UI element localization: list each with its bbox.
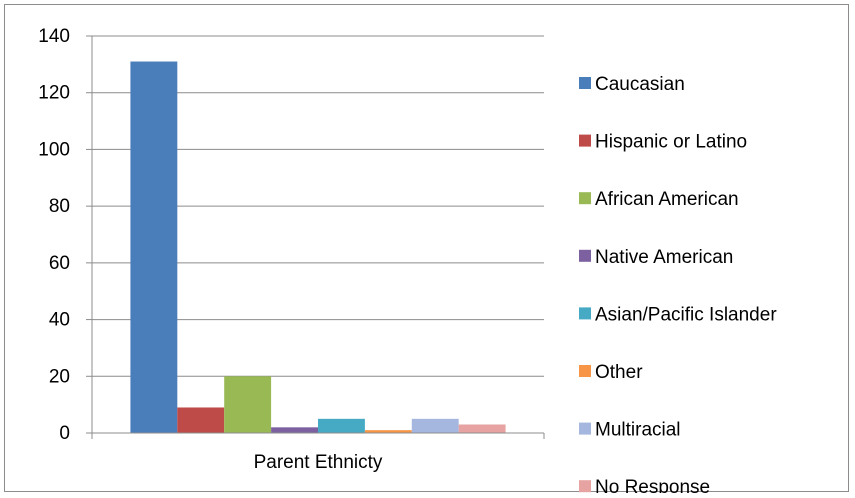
- legend-swatch-multiracial: [579, 422, 591, 435]
- y-tick-label: 0: [59, 423, 70, 444]
- bar-asian-pacific-islander: [318, 418, 365, 433]
- bar-chart: 0 20 40 60 80 100 120 140 Parent Ethnicty Cauca…: [38, 26, 777, 493]
- legend-swatch-native-american: [579, 249, 591, 262]
- x-category-labels: Parent Ethnicty: [254, 452, 383, 473]
- legend-label-other: Other: [595, 362, 643, 383]
- bars: [130, 61, 506, 434]
- legend-label-multiracial: Multiracial: [595, 420, 681, 441]
- axes: [86, 35, 545, 439]
- legend-label-native-american: Native American: [595, 247, 733, 268]
- y-tick-label: 20: [49, 366, 70, 387]
- legend-swatch-african-american: [579, 192, 591, 205]
- bar-multiracial: [411, 418, 459, 433]
- legend-label-no-response: No Response: [595, 477, 710, 493]
- x-category-label: Parent Ethnicty: [254, 452, 383, 473]
- legend-label-caucasian: Caucasian: [595, 74, 685, 95]
- bar-hispanic-or-latino: [177, 407, 225, 433]
- y-tick-label: 140: [38, 26, 70, 47]
- y-tick-label: 80: [49, 196, 70, 217]
- y-tick-label: 40: [49, 310, 70, 331]
- legend-swatch-asian-pacific-islander: [579, 307, 591, 320]
- legend-swatch-hispanic-or-latino: [579, 134, 591, 147]
- legend-label-hispanic-or-latino: Hispanic or Latino: [595, 132, 747, 153]
- legend: Caucasian Hispanic or Latino African Ameri…: [579, 74, 777, 493]
- legend-swatch-no-response: [579, 480, 591, 493]
- y-tick-label: 120: [38, 83, 70, 104]
- y-tick-labels: 0 20 40 60 80 100 120 140: [38, 26, 70, 444]
- bar-caucasian: [130, 61, 178, 434]
- chart-frame: 0 20 40 60 80 100 120 140 Parent Ethnicty Cauca…: [4, 4, 849, 493]
- bar-no-response: [458, 424, 506, 433]
- bar-other: [364, 430, 412, 433]
- bar-african-american: [224, 376, 272, 433]
- legend-label-african-american: African American: [595, 189, 739, 210]
- legend-swatch-caucasian: [579, 77, 591, 89]
- y-tick-label: 100: [38, 139, 70, 160]
- bar-native-american: [271, 427, 318, 433]
- legend-label-asian-pacific-islander: Asian/Pacific Islander: [595, 304, 777, 325]
- y-tick-label: 60: [49, 253, 70, 274]
- legend-swatch-other: [579, 365, 591, 377]
